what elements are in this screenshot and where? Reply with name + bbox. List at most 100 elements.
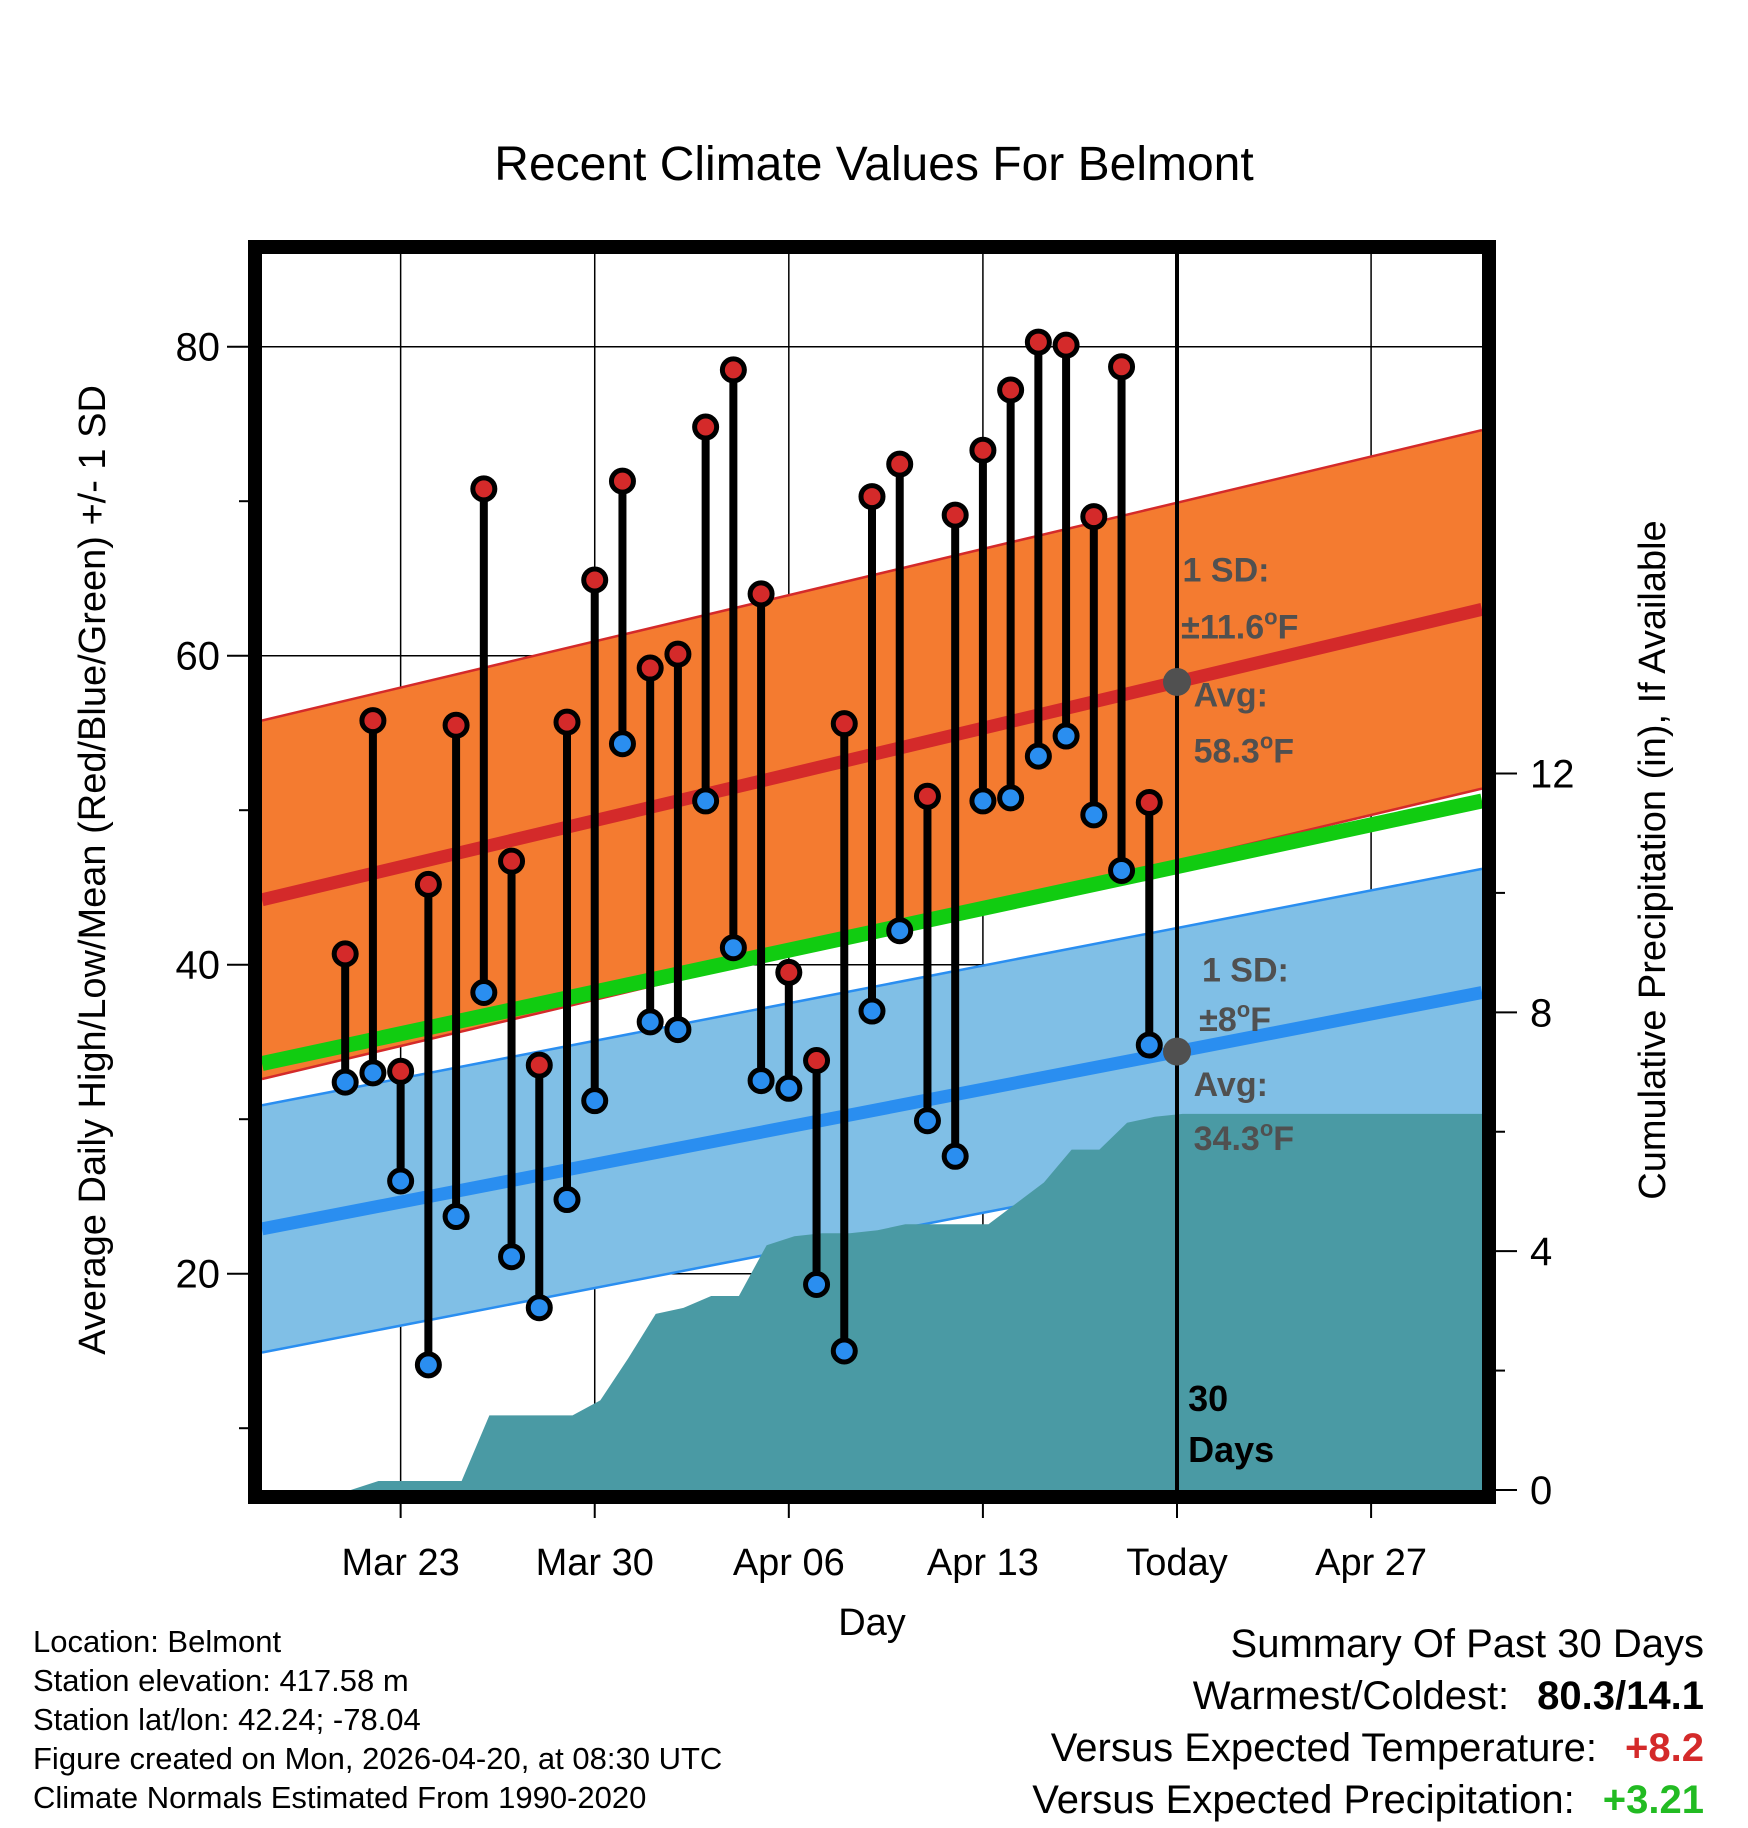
location-text: Location: Belmont [33,1624,282,1659]
daily-high-point [636,654,664,682]
daily-low-point [941,1142,969,1170]
daily-low-point [581,1087,609,1115]
daily-low-point [830,1337,858,1365]
daily-high-point [359,707,387,735]
daily-low-point [387,1167,415,1195]
y-right-tick-label: 12 [1530,752,1575,796]
daily-high-point [1080,503,1108,531]
y-right-tick-label: 8 [1530,991,1552,1035]
daily-low-point [858,997,886,1025]
daily-high-point [608,467,636,495]
daily-low-point [414,1351,442,1379]
daily-low-point [608,730,636,758]
low-sd-value: ±8oF [1199,997,1271,1039]
daily-high-point [498,847,526,875]
daily-low-point [331,1068,359,1096]
daily-high-point [1024,328,1052,356]
axes: Mar 23 Mar 30 Apr 06 Apr 13 Today Apr 2720406… [176,326,1575,1584]
daily-high-point [803,1046,831,1074]
latlon-text: Station lat/lon: 42.24; -78.04 [33,1702,421,1737]
daily-high-point [747,580,775,608]
y-axis-label: Average Daily High/Low/Mean (Red/Blue/Gr… [72,385,114,1355]
daily-high-point [692,413,720,441]
summary-warmest-row: Warmest/Coldest: 80.3/14.1 [1032,1670,1704,1722]
daily-high-point [775,958,803,986]
warmest-value: 80.3/14.1 [1537,1674,1704,1718]
daily-high-point [1108,353,1136,381]
y-tick-label: 60 [176,635,221,679]
daily-low-point [719,934,747,962]
warmest-label: Warmest/Coldest: [1192,1674,1510,1718]
today-low-avg-marker [1163,1037,1191,1066]
daily-high-point [941,501,969,529]
daily-high-point [719,356,747,384]
summary-panel: Summary Of Past 30 Days Warmest/Coldest:… [1032,1618,1704,1826]
temp-label: Versus Expected Temperature: [1050,1726,1598,1770]
high-sd-label: 1 SD: [1183,552,1270,590]
daily-low-point [997,784,1025,812]
daily-high-point [470,475,498,503]
daily-low-point [359,1059,387,1087]
daily-high-point [414,870,442,898]
daily-low-point [886,917,914,945]
plot-frame [248,240,1496,1504]
daily-low-point [636,1008,664,1036]
normals-text: Climate Normals Estimated From 1990-2020 [33,1780,647,1815]
daily-low-point [803,1271,831,1299]
y-axis-right-label: Cumulative Precipitation (in), If Availa… [1632,520,1674,1199]
daily-low-point [442,1203,470,1231]
daily-high-point [830,710,858,738]
x-tick-label: Apr 06 [733,1542,845,1584]
y-right-tick-label: 0 [1530,1469,1552,1513]
daily-high-point [886,450,914,478]
precip-label: Versus Expected Precipitation: [1032,1778,1575,1822]
x-tick-label: Mar 23 [341,1542,459,1584]
daily-low-point [1135,1031,1163,1059]
precip-value: +3.21 [1602,1778,1704,1822]
summary-title: Summary Of Past 30 Days [1230,1622,1704,1666]
today-high-avg-marker [1163,667,1191,696]
daily-low-point [747,1067,775,1095]
high-avg-label: Avg: [1194,677,1268,715]
temp-value: +8.2 [1625,1726,1704,1770]
daily-high-point [858,483,886,511]
summary-precip-row: Versus Expected Precipitation: +3.21 [1032,1774,1704,1826]
daily-low-point [1024,742,1052,770]
created-text: Figure created on Mon, 2026-04-20, at 08… [33,1741,723,1776]
daily-low-point [470,979,498,1007]
daily-high-point [331,940,359,968]
plot-area: 1 SD: ±11.6oF Avg: 58.3oF 1 SD: ±8oF Avg: 34.3o… [262,254,1482,1490]
low-avg-label: Avg: [1194,1066,1268,1104]
y-tick-label: 40 [176,944,221,988]
daily-low-point [664,1016,692,1044]
daily-low-point [692,787,720,815]
daily-high-point [442,711,470,739]
daily-high-point [969,436,997,464]
plot-border [248,240,1496,1504]
x-axis-label: Day [838,1602,906,1644]
daily-high-point [387,1057,415,1085]
daily-low-point [553,1186,581,1214]
daily-high-point [525,1051,553,1079]
daily-high-point [664,640,692,668]
elevation-text: Station elevation: 417.58 m [33,1663,409,1698]
daily-high-point [1135,788,1163,816]
window-days-number: 30 [1188,1378,1228,1419]
low-sd-label: 1 SD: [1202,952,1289,990]
low-avg-line [262,986,1482,1236]
y-right-tick-label: 4 [1530,1230,1552,1274]
precip-area [350,1113,1482,1490]
daily-low-point [525,1294,553,1322]
x-tick-label: Today [1126,1542,1227,1584]
daily-low-point [913,1107,941,1135]
daily-low-point [498,1243,526,1271]
summary-temp-row: Versus Expected Temperature: +8.2 [1032,1722,1704,1774]
y-tick-label: 20 [176,1253,221,1297]
daily-high-point [1052,331,1080,359]
daily-high-point [913,782,941,810]
daily-low-point [775,1074,803,1102]
station-info: Location: Belmont Station elevation: 417… [33,1622,722,1817]
x-tick-label: Apr 27 [1315,1542,1427,1584]
daily-low-point [1108,856,1136,884]
